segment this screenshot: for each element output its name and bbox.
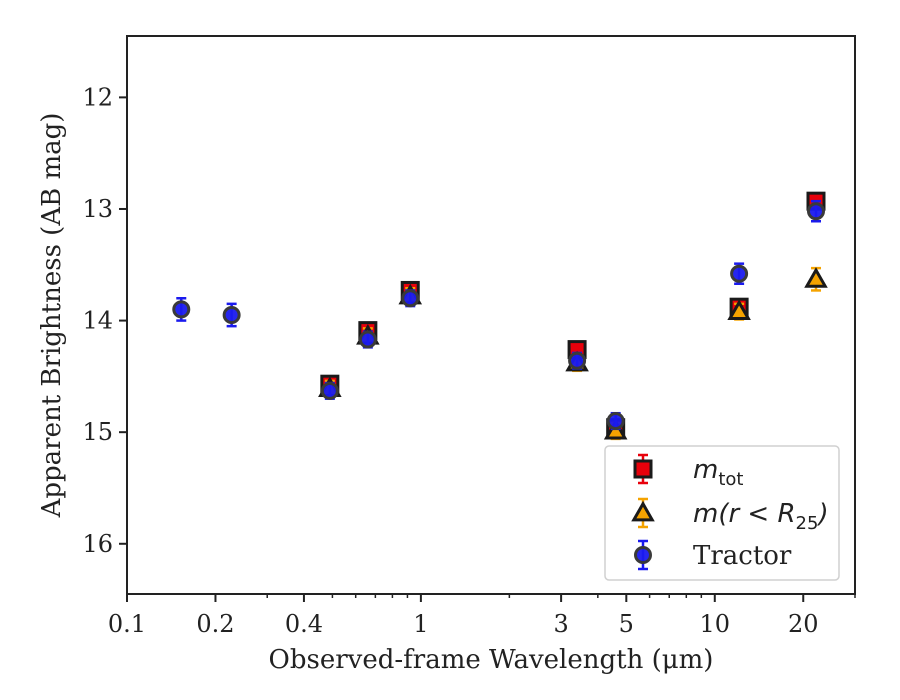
legend-box [604,445,840,581]
data-point-circle [806,202,825,221]
y-tick-label: 16 [82,530,113,558]
data-point-circle [358,330,377,349]
y-tick-label: 12 [82,83,113,111]
data-point-circle [401,289,420,308]
legend-label: m(r < R25) [693,499,829,534]
x-tick-label: 0.4 [285,610,323,638]
x-tick-label: 0.2 [196,610,234,638]
legend-label: Tractor [693,541,792,571]
x-tick-label: 10 [700,610,731,638]
data-point-circle [568,351,587,370]
data-point-triangle [727,299,751,321]
data-point-circle [222,306,241,324]
legend-label: mtot [693,455,743,490]
y-tick-label: 14 [82,307,113,335]
legend-entry-square: mtot [633,453,743,490]
x-tick-label: 1 [413,610,428,638]
x-tick-label: 5 [619,610,634,638]
data-point-triangle [804,267,828,288]
data-point-circle [320,381,339,400]
data-point-circle [172,300,191,319]
plot-frame [126,35,856,595]
y-tick-label: 13 [82,195,113,223]
y-axis-label: Apparent Brightness (AB mag) [37,113,67,519]
data-point-circle [606,412,625,431]
x-tick-label: 20 [788,610,819,638]
x-axis-label: Observed-frame Wavelength (μm) [269,645,714,675]
legend-entry-circle: Tractor [634,539,792,571]
legend-marker-circle [634,546,652,564]
legend-marker-square [633,459,653,479]
plot-layer [172,191,828,441]
series-square [320,191,826,438]
data-point-circle [730,264,749,283]
legend-entry-triangle: m(r < R25) [631,497,829,534]
legend-marker-triangle [631,500,655,522]
legend: mtot m(r < R25) Tractor [604,445,840,581]
x-tick-label: 0.1 [108,610,146,638]
x-tick-label: 3 [553,610,568,638]
series-circle [172,199,825,431]
y-tick-label: 15 [82,418,113,446]
